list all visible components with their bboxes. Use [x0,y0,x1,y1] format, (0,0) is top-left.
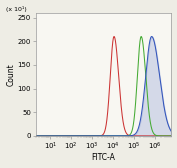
X-axis label: FITC-A: FITC-A [92,153,116,162]
Y-axis label: Count: Count [7,63,16,86]
Text: (x 10¹): (x 10¹) [6,6,27,12]
